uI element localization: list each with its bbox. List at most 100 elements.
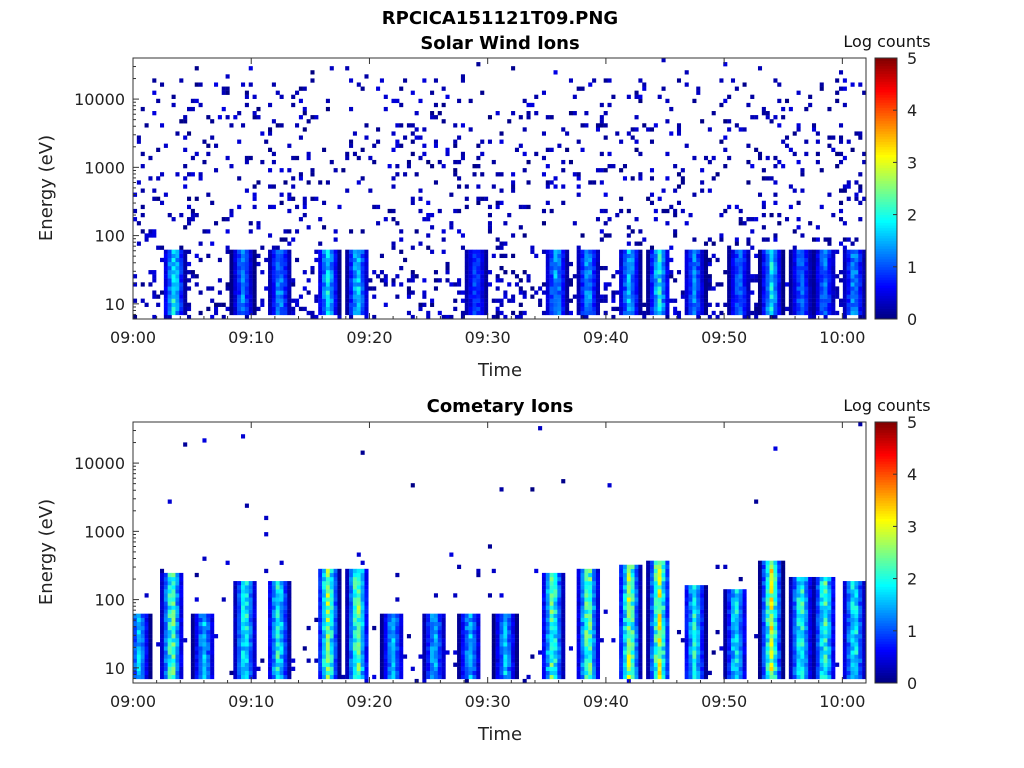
heatmap-cell [808,257,813,263]
heatmap-cell [592,670,597,676]
heatmap-cell [719,282,724,287]
heatmap-cell [649,646,655,651]
heatmap-cell [187,204,192,210]
heatmap-cell [337,617,342,623]
heatmap-cell [349,597,354,602]
heatmap-cell [588,572,593,578]
heatmap-cell [468,670,473,676]
heatmap-cell [576,86,581,91]
heatmap-cell [491,638,496,643]
heatmap-cell [626,310,631,316]
heatmap-cell [649,245,655,250]
heatmap-cell [584,629,589,635]
heatmap-cell [580,261,585,267]
heatmap-cell [329,257,334,263]
heatmap-cell [410,314,415,320]
heatmap-cell [275,593,280,598]
heatmap-cell [399,282,404,287]
heatmap-cell [457,662,462,667]
heatmap-cell [325,274,330,279]
heatmap-cell [580,613,585,618]
heatmap-cell [858,200,863,206]
heatmap-cell [576,253,581,259]
heatmap-cell [175,638,180,643]
heatmap-cell [599,151,604,157]
heatmap-cell [619,634,624,639]
colorbar-step [875,185,897,189]
heatmap-cell [584,302,589,307]
heatmap-cell [603,294,608,299]
heatmap-cell [318,625,323,631]
heatmap-cell [291,237,296,242]
heatmap-cell [433,666,438,671]
heatmap-cell [646,278,651,283]
heatmap-cell [356,658,361,663]
heatmap-cell [198,613,203,618]
heatmap-cell [649,306,655,312]
heatmap-cell [757,302,763,307]
heatmap-cell [194,212,199,218]
heatmap-cell [511,188,516,193]
heatmap-cell [580,274,585,279]
heatmap-cell [842,270,847,275]
heatmap-cell [580,294,585,299]
heatmap-cell [638,257,643,263]
heatmap-cell [325,609,330,614]
heatmap-cell [237,589,242,594]
heatmap-cell [584,274,589,279]
heatmap-cell [171,286,176,291]
heatmap-cell [217,257,222,263]
heatmap-cell [657,625,662,631]
heatmap-cell [310,70,315,75]
heatmap-cell [379,617,384,623]
heatmap-cell [653,617,658,623]
heatmap-cell [646,310,651,316]
heatmap-cell [858,282,863,287]
heatmap-cell [241,666,246,671]
heatmap-cell [576,278,581,283]
heatmap-cell [796,127,801,132]
heatmap-cell [329,576,334,582]
heatmap-cell [634,589,639,594]
heatmap-cell [511,180,516,185]
heatmap-cell [337,585,342,590]
heatmap-cell [487,139,492,144]
heatmap-cell [422,613,427,618]
heatmap-cell [256,106,261,112]
heatmap-cell [360,629,365,635]
heatmap-cell [437,646,442,651]
heatmap-cell [862,302,867,307]
heatmap-cell [545,184,550,189]
heatmap-cell [422,294,427,299]
heatmap-cell [325,605,330,610]
heatmap-cell [692,310,697,316]
heatmap-cell [630,597,635,602]
heatmap-cell [862,290,867,295]
heatmap-cell [271,306,276,312]
heatmap-cell [769,290,774,295]
heatmap-cell [796,302,801,307]
heatmap-cell [325,601,330,606]
heatmap-cell [626,298,631,303]
heatmap-cell [241,265,246,271]
heatmap-cell [202,625,207,631]
heatmap-cell [476,638,481,643]
heatmap-cell [761,253,766,259]
heatmap-cell [337,249,342,254]
heatmap-cell [333,650,338,655]
heatmap-cell [484,298,489,303]
heatmap-cell [592,249,597,254]
heatmap-cell [356,576,361,582]
heatmap-cell [198,634,203,639]
heatmap-cell [561,646,566,651]
heatmap-cell [349,286,354,291]
heatmap-cell [179,282,184,287]
heatmap-cell [576,638,581,643]
heatmap-cell [850,298,855,303]
heatmap-cell [808,302,813,307]
heatmap-cell [534,94,539,99]
heatmap-cell [310,78,315,83]
heatmap-cell [700,249,705,254]
heatmap-cell [244,306,249,312]
heatmap-cell [460,634,465,639]
